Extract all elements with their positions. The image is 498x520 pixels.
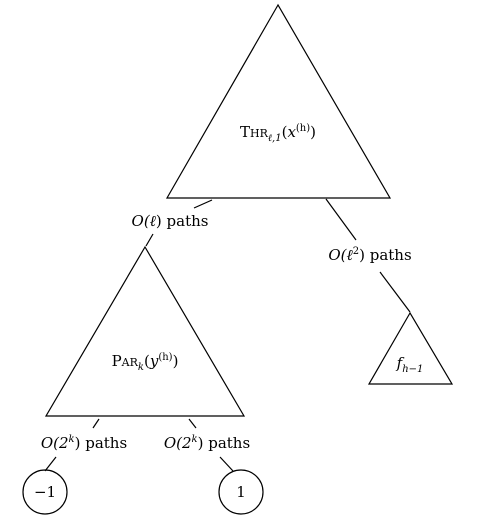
leaf-left-circle xyxy=(22,469,68,515)
edge-top-to-right-label xyxy=(325,198,357,241)
edge-label-bottom-right: O(2k) paths xyxy=(164,434,250,452)
recursive-triangle xyxy=(367,311,454,385)
leaf-right-circle xyxy=(218,469,264,515)
edge-parity-to-bottom-left-label xyxy=(92,418,100,429)
leaf-left-label: −1 xyxy=(34,483,56,501)
edge-parity-to-bottom-right-label xyxy=(188,418,197,429)
edge-right-label-to-small-triangle xyxy=(379,271,411,313)
parity-triangle xyxy=(44,245,246,417)
threshold-label: THRℓ,1(x(h)) xyxy=(240,123,316,144)
leaf-right-label: 1 xyxy=(236,483,246,501)
edge-top-to-left-label xyxy=(193,199,213,209)
edge-label-right: O(ℓ2) paths xyxy=(328,246,411,264)
threshold-triangle xyxy=(165,3,392,199)
edge-left-label-to-left-triangle xyxy=(145,233,154,247)
edge-label-left: O(ℓ) paths xyxy=(132,212,209,230)
edge-label-bottom-left: O(2k) paths xyxy=(41,434,127,452)
edge-bottom-left-label-to-leaf xyxy=(44,456,57,472)
parity-label: PARk(y(h)) xyxy=(112,352,179,373)
recursive-label: fh−1 xyxy=(396,354,424,375)
edge-bottom-right-label-to-leaf xyxy=(219,456,234,472)
